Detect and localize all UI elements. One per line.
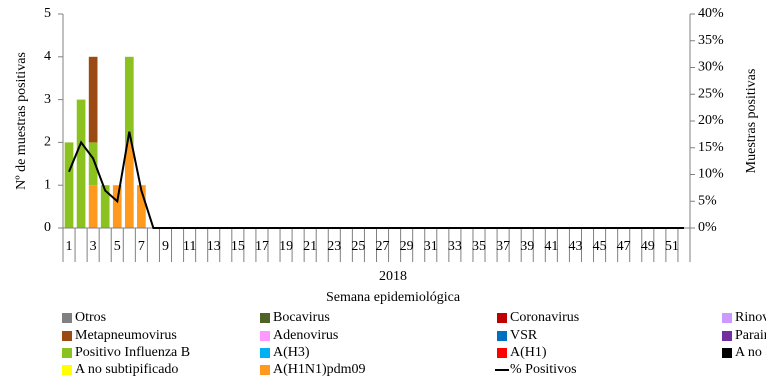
- bar: [64, 142, 74, 228]
- y2-tick-label: 15%: [698, 140, 724, 155]
- legend-swatch: [260, 331, 270, 341]
- bar: [76, 99, 86, 228]
- legend-swatch: [722, 331, 732, 341]
- legend-label: A no subtipificable: [735, 345, 766, 360]
- y-tick-label: 0: [44, 220, 51, 235]
- x-tick-label: 45: [593, 239, 607, 254]
- legend-label: VSR: [510, 328, 538, 343]
- x-tick-label: 7: [138, 239, 145, 254]
- y2-tick-label: 40%: [698, 6, 724, 21]
- y2-tick-label: 10%: [698, 167, 724, 182]
- legend-swatch: [260, 313, 270, 323]
- legend-label: % Positivos: [510, 362, 577, 377]
- x-tick-label: 25: [351, 239, 365, 254]
- x-axis-label: Semana epidemiológica: [326, 290, 461, 305]
- x-tick-label: 51: [665, 239, 679, 254]
- bar: [88, 185, 98, 228]
- legend-swatch: [722, 348, 732, 358]
- x-tick-label: 41: [544, 239, 558, 254]
- x-tick-label: 37: [496, 239, 510, 254]
- x-tick-label: 39: [520, 239, 534, 254]
- legend-label: A no subtipificado: [75, 362, 178, 377]
- x-tick-label: 31: [424, 239, 438, 254]
- bar: [124, 56, 134, 143]
- bar: [112, 185, 122, 228]
- legend-swatch: [497, 331, 507, 341]
- x-tick-label: 1: [66, 239, 73, 254]
- y2-tick-label: 5%: [698, 193, 717, 208]
- x-tick-label: 47: [617, 239, 631, 254]
- x-tick-label: 27: [376, 239, 390, 254]
- bar: [100, 185, 110, 228]
- legend-swatch: [62, 365, 72, 375]
- x-tick-label: 35: [472, 239, 486, 254]
- x-tick-label: 29: [400, 239, 414, 254]
- legend-swatch: [260, 348, 270, 358]
- x-tick-label: 9: [162, 239, 169, 254]
- y2-tick-label: 30%: [698, 60, 724, 75]
- line: [68, 131, 684, 229]
- legend-label: A(H1N1)pdm09: [273, 362, 366, 377]
- x-tick-label: 15: [231, 239, 245, 254]
- legend-label: Rinovirus: [735, 310, 766, 325]
- y-tick-label: 1: [44, 177, 51, 192]
- legend-swatch: [62, 331, 72, 341]
- y-tick-label: 3: [44, 92, 51, 107]
- legend-label: A(H1): [510, 345, 547, 360]
- y-axis-label: Nº de muestras positivas: [14, 52, 29, 190]
- x-tick-label: 49: [641, 239, 655, 254]
- x-tick-label: 21: [303, 239, 317, 254]
- legend-label: A(H3): [273, 345, 310, 360]
- legend-label: Adenovirus: [273, 328, 338, 343]
- y-tick-label: 2: [44, 135, 51, 150]
- y-tick-label: 4: [44, 49, 51, 64]
- x-tick-label: 13: [207, 239, 221, 254]
- legend-swatch: [722, 313, 732, 323]
- x-group-label: 2018: [379, 269, 407, 284]
- legend-label: Parainfluenza: [735, 328, 766, 343]
- legend-swatch: [62, 313, 72, 323]
- y2-tick-label: 25%: [698, 86, 724, 101]
- legend-label: Otros: [75, 310, 106, 325]
- legend-label: Bocavirus: [273, 310, 330, 325]
- legend-label: Metapneumovirus: [75, 328, 177, 343]
- y2-axis-label: Muestras positivas: [744, 69, 759, 174]
- legend-label: Coronavirus: [510, 310, 579, 325]
- x-tick-label: 17: [255, 239, 269, 254]
- legend-swatch: [497, 313, 507, 323]
- y2-tick-label: 35%: [698, 33, 724, 48]
- bar: [137, 185, 146, 228]
- bar: [124, 142, 134, 228]
- x-tick-label: 5: [114, 239, 121, 254]
- legend-label: Positivo Influenza B: [75, 345, 190, 360]
- bar: [88, 56, 98, 143]
- x-tick-label: 11: [183, 239, 196, 254]
- y2-tick-label: 0%: [698, 220, 717, 235]
- x-tick-label: 3: [90, 239, 97, 254]
- y2-tick-label: 20%: [698, 113, 724, 128]
- x-tick-label: 19: [279, 239, 293, 254]
- x-tick-label: 43: [568, 239, 582, 254]
- legend-swatch: [497, 348, 507, 358]
- legend-swatch: [62, 348, 72, 358]
- legend-swatch: [260, 365, 270, 375]
- bar: [88, 142, 98, 186]
- x-tick-label: 23: [327, 239, 341, 254]
- x-tick-label: 33: [448, 239, 462, 254]
- y-tick-label: 5: [44, 6, 51, 21]
